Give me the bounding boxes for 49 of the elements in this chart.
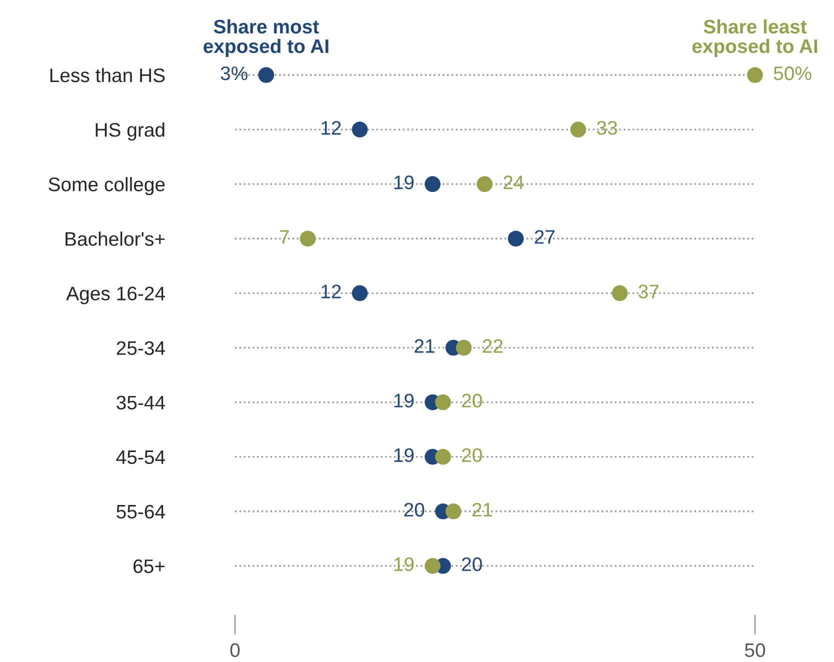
point (300, 230, 316, 247)
point (435, 394, 451, 410)
point (445, 503, 462, 520)
y-tick-label: HS grad (96, 122, 164, 141)
point (424, 176, 441, 192)
series-label: Share least exposed to AI (692, 19, 818, 57)
point (747, 67, 763, 83)
y-tick-label: Bachelor's+ (66, 232, 165, 246)
data-label: 33 (596, 120, 618, 135)
data-label: 3% (220, 66, 248, 80)
y-tick-label: Less than HS (50, 68, 165, 82)
y-tick-label: Some college (48, 177, 165, 196)
y-tick-label: 45-54 (116, 450, 165, 464)
point (612, 285, 628, 302)
point (352, 122, 368, 138)
point (435, 448, 451, 465)
point (258, 67, 274, 83)
data-label: 19 (394, 557, 414, 572)
data-label: 20 (462, 394, 482, 408)
x-tick-label: 0 (230, 643, 240, 658)
data-label: 21 (472, 502, 492, 516)
data-label: 7 (280, 230, 289, 244)
point (352, 285, 368, 302)
data-label: 19 (394, 394, 414, 408)
series-label: Share most exposed to AI (204, 19, 328, 57)
y-tick-label: 65+ (134, 559, 165, 574)
y-tick-label: 35-44 (116, 396, 165, 410)
data-label: 24 (504, 176, 524, 190)
data-label: 12 (322, 120, 341, 135)
data-label: 20 (462, 557, 482, 572)
data-label: 22 (482, 339, 503, 353)
point (508, 230, 524, 247)
x-tick-label: 50 (744, 643, 766, 658)
point (456, 340, 472, 356)
y-tick-label: 25-34 (116, 341, 165, 355)
point (424, 558, 441, 574)
data-label: 12 (322, 284, 341, 298)
data-label: 21 (414, 339, 434, 353)
point (476, 176, 493, 192)
y-tick-label: Ages 16-24 (66, 286, 165, 304)
y-tick-label: 55-64 (116, 504, 165, 519)
data-label: 19 (394, 448, 414, 462)
data-label: 37 (638, 284, 659, 298)
data-label: 19 (394, 176, 414, 190)
data-label: 50% (774, 66, 812, 80)
point (570, 122, 586, 138)
data-label: 20 (462, 448, 482, 462)
data-label: 20 (404, 502, 424, 517)
data-label: 27 (534, 230, 555, 244)
